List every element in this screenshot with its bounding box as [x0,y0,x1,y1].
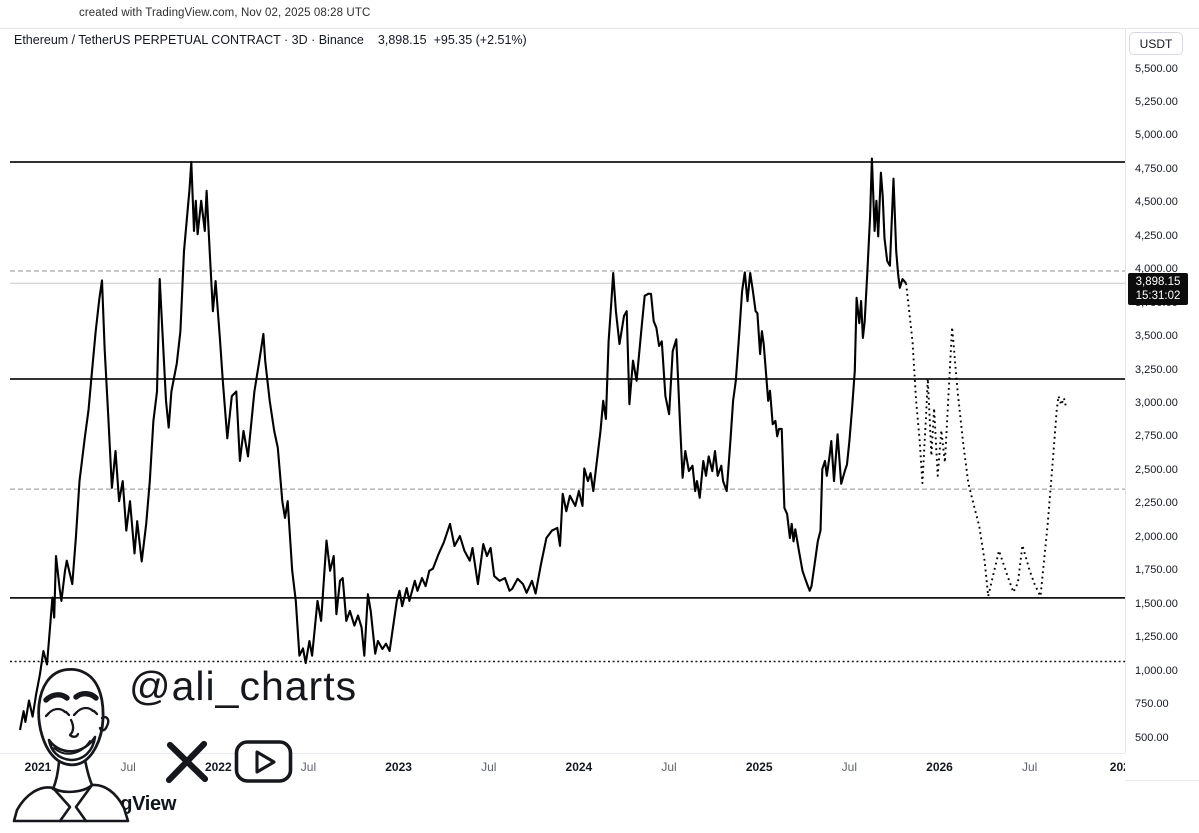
time-tick-2024-2024: 2024 [565,760,593,774]
chart-panel: Ethereum / TetherUS PERPETUAL CONTRACT ·… [0,28,1199,823]
last-price-badge[interactable]: 3,898.15 15:31:02 [1128,273,1188,306]
price-tick-1000: 1,000.00 [1135,664,1178,677]
price-change: +95.35 (+2.51%) [433,33,527,47]
price-tick-2000: 2,000.00 [1135,530,1178,543]
footer-bar: TradingView [0,780,1199,833]
time-tick-Jul-2025.5: Jul [841,760,858,774]
price-tick-4250: 4,250.00 [1135,229,1178,242]
price-tick-750: 750.00 [1135,698,1169,711]
price-history-path [18,157,907,731]
currency-toggle-button[interactable]: USDT [1129,32,1183,55]
time-tick-Jul-2023.5: Jul [481,760,497,774]
badge-price: 3,898.15 [1135,276,1181,289]
price-tick-1250: 1,250.00 [1135,631,1178,644]
time-tick-2021-2021: 2021 [24,760,52,774]
time-axis[interactable]: 2021 Jul 2022 Jul 2023 Jul 2024 Jul 2025 Jul 2026 J… [0,753,1125,782]
price-tick-2250: 2,250.00 [1135,497,1178,510]
symbol-title-row[interactable]: Ethereum / TetherUS PERPETUAL CONTRACT ·… [14,33,527,47]
time-tick-2022-2022: 2022 [204,760,232,774]
tradingview-logo-icon [29,797,52,813]
price-tick-4750: 4,750.00 [1135,162,1178,175]
price-tick-3250: 3,250.00 [1135,363,1178,376]
time-tick-2023-2023: 2023 [385,760,412,774]
watermark-handle: @ali_charts [129,663,358,709]
last-price: 3,898.15 [377,33,427,47]
top-bar: created with TradingView.com, Nov 02, 20… [0,0,1199,28]
price-tick-3500: 3,500.00 [1135,330,1178,343]
price-tick-2750: 2,750.00 [1135,430,1178,443]
price-tick-5500: 5,500.00 [1135,62,1178,75]
time-tick-2025-2025: 2025 [745,760,773,774]
time-tick-202-2027: 202 [1109,760,1125,774]
price-tick-3000: 3,000.00 [1135,397,1178,409]
tradingview-logo[interactable]: TradingView [28,792,176,817]
time-tick-Jul-2021.5: Jul [120,760,136,774]
symbol-title: Ethereum / TetherUS PERPETUAL CONTRACT ·… [14,33,364,47]
price-tick-4000: 4,000.00 [1135,263,1178,276]
price-tick-1500: 1,500.00 [1135,597,1178,610]
time-tick-2026-2026: 2026 [926,760,953,774]
price-tick-1750: 1,750.00 [1135,564,1178,577]
price-tick-2500: 2,500.00 [1135,463,1178,476]
time-tick-Jul-2022.5: Jul [300,760,317,774]
badge-countdown: 15:31:02 [1135,290,1181,303]
creator-note: created with TradingView.com, Nov 02, 20… [79,7,371,19]
price-tick-4500: 4,500.00 [1135,196,1178,209]
tradingview-wordmark: TradingView [62,793,177,815]
price-chart-canvas[interactable] [0,29,1199,753]
price-tick-5000: 5,000.00 [1135,129,1178,142]
price-tick-5250: 5,250.00 [1135,95,1178,108]
projection-path [905,283,1067,598]
time-tick-Jul-2026.5: Jul [1021,760,1038,774]
price-axis[interactable]: 3,898.15 15:31:02 5,500.00 5,250.00 5,000.… [1125,29,1199,753]
price-tick-500: 500.00 [1135,731,1169,744]
time-tick-Jul-2024.5: Jul [661,760,677,774]
